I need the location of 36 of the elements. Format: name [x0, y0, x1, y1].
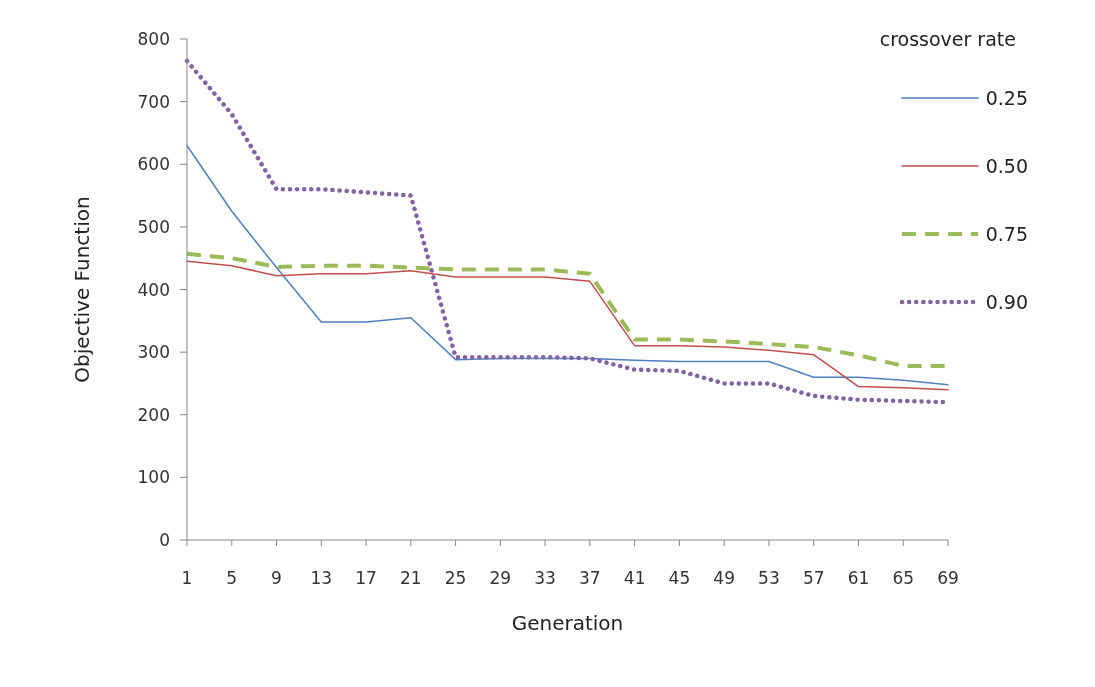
x-tick-label: 69 [937, 568, 959, 589]
x-tick-label: 45 [668, 568, 691, 589]
x-tick-label: 49 [713, 568, 735, 589]
legend-label: 0.50 [985, 155, 1028, 177]
x-tick-label: 21 [400, 568, 422, 589]
y-tick-label: 400 [137, 279, 170, 300]
legend-title: crossover rate [879, 28, 1017, 50]
y-tick-label: 200 [137, 404, 170, 425]
x-axis-title: Generation [511, 611, 624, 635]
line-series [186, 144, 949, 386]
x-tick-label: 33 [534, 568, 556, 589]
line-series [186, 260, 949, 391]
x-tick-label: 57 [802, 568, 825, 589]
x-tick-label: 25 [444, 568, 467, 589]
x-tick-label: 9 [271, 568, 282, 589]
x-tick-label: 61 [847, 568, 870, 589]
y-tick-label: 300 [137, 342, 170, 363]
legend-label: 0.75 [985, 223, 1028, 245]
x-tick-label: 29 [489, 568, 512, 589]
y-tick-label: 800 [137, 29, 170, 50]
x-tick-label: 41 [623, 568, 646, 589]
x-tick-label: 53 [758, 568, 780, 589]
x-tick-label: 1 [181, 568, 193, 589]
y-axis-title: Objective Function [70, 196, 95, 383]
y-tick-label: 100 [137, 467, 170, 488]
y-tick-label: 700 [137, 91, 170, 112]
x-tick-label: 13 [310, 568, 333, 589]
y-tick-label: 0 [159, 530, 170, 551]
x-tick-label: 5 [226, 568, 238, 589]
x-tick-label: 65 [892, 568, 915, 589]
y-tick-label: 600 [137, 154, 170, 175]
x-tick-label: 17 [355, 568, 377, 589]
y-tick-label: 500 [137, 216, 170, 237]
legend-label: 0.25 [985, 87, 1028, 109]
x-tick-label: 37 [579, 568, 601, 589]
legend-label: 0.90 [985, 291, 1028, 313]
